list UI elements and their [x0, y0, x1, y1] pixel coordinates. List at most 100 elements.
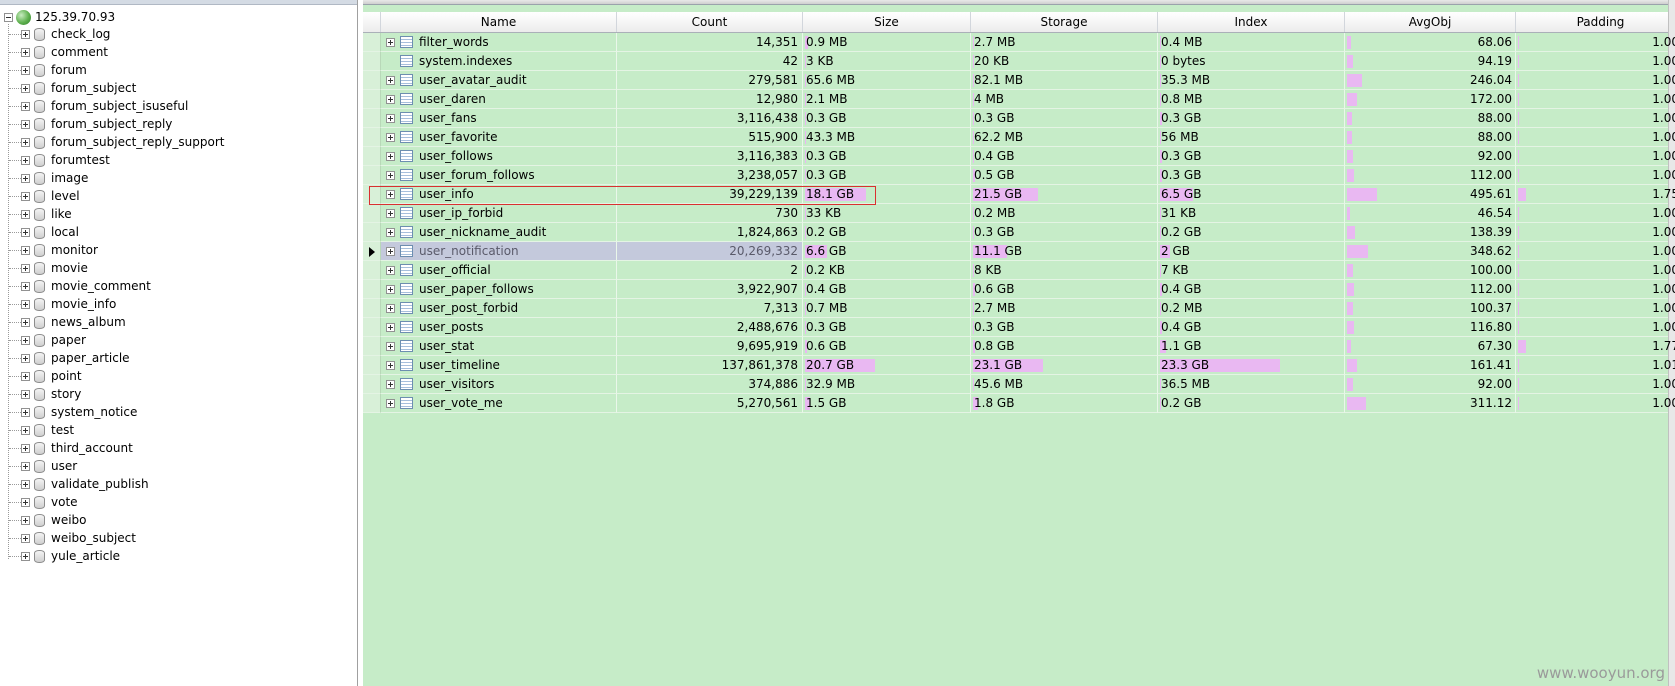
- table-row[interactable]: user_nickname_audit 1,824,863 0.2 GB 0.3 GB…: [363, 223, 1675, 242]
- expand-icon[interactable]: [386, 132, 395, 142]
- tree-item-level[interactable]: level: [0, 187, 224, 205]
- cell-count[interactable]: 1,824,863: [617, 223, 803, 242]
- cell-avgobj[interactable]: 92.00: [1345, 147, 1516, 166]
- tree-item-movie-comment[interactable]: movie_comment: [0, 277, 224, 295]
- cell-index[interactable]: 23.3 GB: [1158, 356, 1345, 375]
- expand-icon[interactable]: [21, 299, 30, 309]
- cell-avgobj[interactable]: 67.30: [1345, 337, 1516, 356]
- cell-name[interactable]: system.indexes: [381, 52, 617, 71]
- cell-count[interactable]: 2: [617, 261, 803, 280]
- cell-size[interactable]: 0.9 MB: [803, 33, 971, 52]
- cell-name[interactable]: user_vote_me: [381, 394, 617, 413]
- cell-index[interactable]: 0.3 GB: [1158, 147, 1345, 166]
- cell-avgobj[interactable]: 46.54: [1345, 204, 1516, 223]
- cell-count[interactable]: 137,861,378: [617, 356, 803, 375]
- tree-item-forum-subject-reply-support[interactable]: forum_subject_reply_support: [0, 133, 224, 151]
- cell-storage[interactable]: 0.3 GB: [971, 318, 1158, 337]
- cell-size[interactable]: 65.6 MB: [803, 71, 971, 90]
- cell-name[interactable]: user_favorite: [381, 128, 617, 147]
- cell-size[interactable]: 0.2 GB: [803, 223, 971, 242]
- tree-item-yule-article[interactable]: yule_article: [0, 547, 224, 565]
- vertical-scrollbar[interactable]: [1668, 0, 1675, 686]
- cell-storage[interactable]: 4 MB: [971, 90, 1158, 109]
- cell-name[interactable]: user_fans: [381, 109, 617, 128]
- table-row[interactable]: user_stat 9,695,919 0.6 GB 0.8 GB 1.1 GB 67.3…: [363, 337, 1675, 356]
- table-row[interactable]: user_vote_me 5,270,561 1.5 GB 1.8 GB 0.2 GB 3…: [363, 394, 1675, 413]
- cell-index[interactable]: 35.3 MB: [1158, 71, 1345, 90]
- cell-size[interactable]: 33 KB: [803, 204, 971, 223]
- cell-avgobj[interactable]: 246.04: [1345, 71, 1516, 90]
- cell-size[interactable]: 0.6 GB: [803, 337, 971, 356]
- table-row[interactable]: user_follows 3,116,383 0.3 GB 0.4 GB 0.3 GB 9…: [363, 147, 1675, 166]
- column-header-avgobj[interactable]: AvgObj: [1345, 12, 1516, 32]
- cell-index[interactable]: 0.3 GB: [1158, 166, 1345, 185]
- cell-size[interactable]: 0.3 GB: [803, 318, 971, 337]
- cell-avgobj[interactable]: 495.61: [1345, 185, 1516, 204]
- cell-padding[interactable]: 1.00: [1516, 299, 1675, 318]
- expand-icon[interactable]: [386, 170, 395, 180]
- tree-item-point[interactable]: point: [0, 367, 224, 385]
- cell-index[interactable]: 0.3 GB: [1158, 109, 1345, 128]
- cell-avgobj[interactable]: 116.80: [1345, 318, 1516, 337]
- expand-icon[interactable]: [21, 533, 30, 543]
- expand-icon[interactable]: [21, 353, 30, 363]
- table-row[interactable]: user_favorite 515,900 43.3 MB 62.2 MB 56 MB 8…: [363, 128, 1675, 147]
- cell-count[interactable]: 12,980: [617, 90, 803, 109]
- cell-avgobj[interactable]: 100.00: [1345, 261, 1516, 280]
- cell-count[interactable]: 730: [617, 204, 803, 223]
- cell-storage[interactable]: 8 KB: [971, 261, 1158, 280]
- cell-name[interactable]: user_nickname_audit: [381, 223, 617, 242]
- table-row[interactable]: user_fans 3,116,438 0.3 GB 0.3 GB 0.3 GB 88.0…: [363, 109, 1675, 128]
- cell-size[interactable]: 0.3 GB: [803, 109, 971, 128]
- expand-icon[interactable]: [21, 245, 30, 255]
- column-header-count[interactable]: Count: [617, 12, 803, 32]
- tree-item-forum-subject-isuseful[interactable]: forum_subject_isuseful: [0, 97, 224, 115]
- cell-count[interactable]: 42: [617, 52, 803, 71]
- tree-item-forum-subject[interactable]: forum_subject: [0, 79, 224, 97]
- expand-icon[interactable]: [21, 425, 30, 435]
- cell-index[interactable]: 0.4 MB: [1158, 33, 1345, 52]
- expand-icon[interactable]: [21, 83, 30, 93]
- cell-index[interactable]: 6.5 GB: [1158, 185, 1345, 204]
- cell-size[interactable]: 20.7 GB: [803, 356, 971, 375]
- cell-storage[interactable]: 23.1 GB: [971, 356, 1158, 375]
- expand-icon[interactable]: [21, 389, 30, 399]
- expand-icon[interactable]: [386, 227, 395, 237]
- cell-name[interactable]: user_forum_follows: [381, 166, 617, 185]
- table-row[interactable]: user_forum_follows 3,238,057 0.3 GB 0.5 GB 0…: [363, 166, 1675, 185]
- table-row[interactable]: user_posts 2,488,676 0.3 GB 0.3 GB 0.4 GB 116…: [363, 318, 1675, 337]
- expand-icon[interactable]: [386, 75, 395, 85]
- cell-size[interactable]: 43.3 MB: [803, 128, 971, 147]
- cell-storage[interactable]: 0.2 MB: [971, 204, 1158, 223]
- cell-avgobj[interactable]: 68.06: [1345, 33, 1516, 52]
- expand-icon[interactable]: [21, 263, 30, 273]
- tree-item-story[interactable]: story: [0, 385, 224, 403]
- cell-index[interactable]: 0.2 GB: [1158, 223, 1345, 242]
- expand-icon[interactable]: [21, 137, 30, 147]
- cell-storage[interactable]: 2.7 MB: [971, 33, 1158, 52]
- expand-icon[interactable]: [386, 284, 395, 294]
- expand-icon[interactable]: [21, 443, 30, 453]
- expand-icon[interactable]: [21, 497, 30, 507]
- cell-storage[interactable]: 1.8 GB: [971, 394, 1158, 413]
- tree-item-like[interactable]: like: [0, 205, 224, 223]
- cell-size[interactable]: 32.9 MB: [803, 375, 971, 394]
- expand-icon[interactable]: [21, 29, 30, 39]
- cell-count[interactable]: 279,581: [617, 71, 803, 90]
- cell-storage[interactable]: 21.5 GB: [971, 185, 1158, 204]
- cell-count[interactable]: 515,900: [617, 128, 803, 147]
- cell-storage[interactable]: 82.1 MB: [971, 71, 1158, 90]
- expand-icon[interactable]: [386, 265, 395, 275]
- expand-icon[interactable]: [386, 303, 395, 313]
- cell-count[interactable]: 3,116,438: [617, 109, 803, 128]
- tree-root-server[interactable]: 125.39.70.93: [4, 8, 115, 26]
- table-row[interactable]: user_info 39,229,139 18.1 GB 21.5 GB 6.5 GB 4…: [363, 185, 1675, 204]
- expand-icon[interactable]: [386, 246, 395, 256]
- column-header-name[interactable]: Name: [381, 12, 617, 32]
- tree-item-validate-publish[interactable]: validate_publish: [0, 475, 224, 493]
- cell-name[interactable]: user_timeline: [381, 356, 617, 375]
- expand-icon[interactable]: [386, 208, 395, 218]
- cell-index[interactable]: 0.4 GB: [1158, 280, 1345, 299]
- tree-item-forumtest[interactable]: forumtest: [0, 151, 224, 169]
- cell-name[interactable]: user_avatar_audit: [381, 71, 617, 90]
